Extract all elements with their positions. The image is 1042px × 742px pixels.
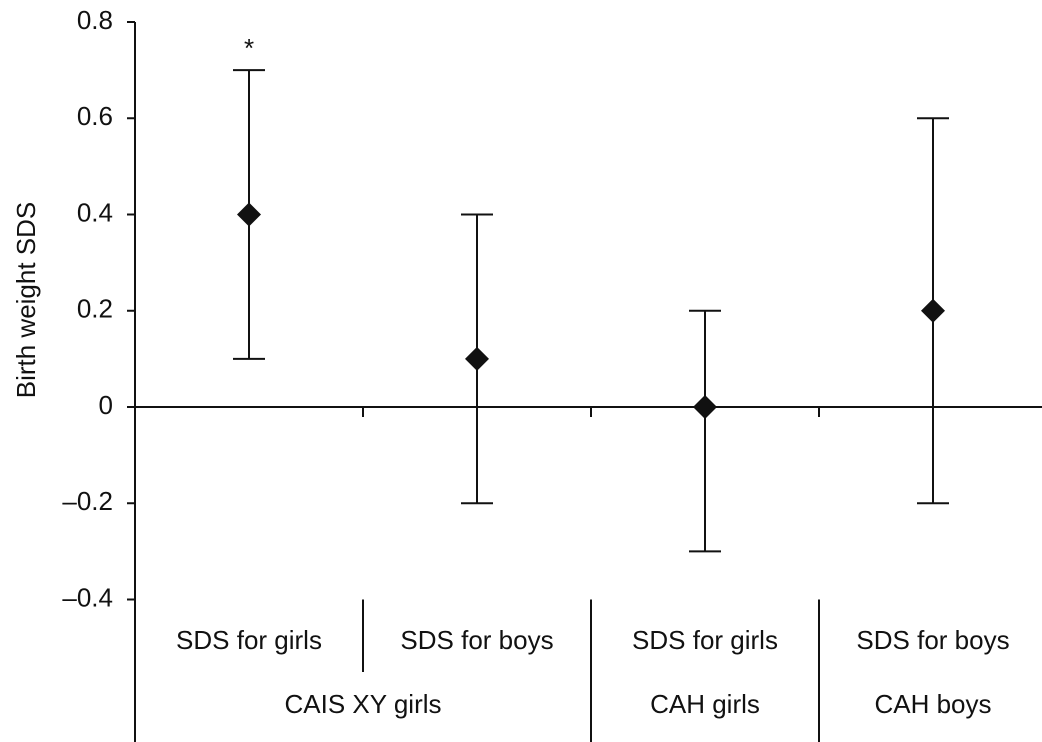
y-tick-label: –0.4 (62, 582, 113, 612)
group-label: CAIS XY girls (284, 689, 441, 719)
point (465, 346, 489, 371)
x-tick-label: SDS for boys (856, 625, 1009, 655)
x-tick-label: SDS for girls (632, 625, 778, 655)
point (237, 202, 261, 227)
x-tick-label: SDS for girls (176, 625, 322, 655)
point (693, 395, 717, 419)
point (921, 298, 945, 323)
x-tick-label: SDS for boys (400, 625, 553, 655)
y-tick-label: –0.2 (62, 486, 113, 516)
y-tick-label: 0.8 (77, 5, 113, 35)
y-axis-label: Birth weight SDS (11, 202, 41, 399)
annotation: * (244, 33, 254, 63)
group-label: CAH boys (874, 689, 991, 719)
y-tick-label: 0.4 (77, 197, 113, 227)
group-label: CAH girls (650, 689, 760, 719)
y-tick-label: 0.2 (77, 294, 113, 324)
y-tick-label: 0 (99, 390, 113, 420)
y-tick-label: 0.6 (77, 101, 113, 131)
